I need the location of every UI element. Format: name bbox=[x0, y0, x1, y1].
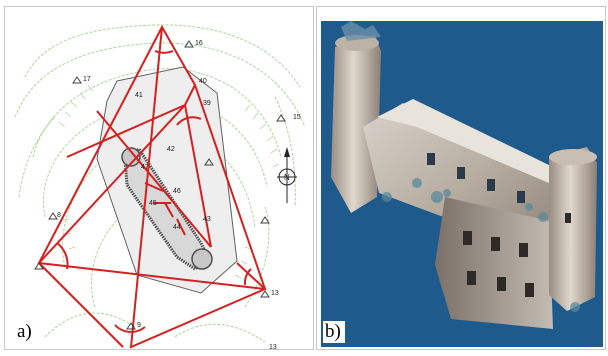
point-label-40: 40 bbox=[199, 78, 207, 85]
point-label-42: 42 bbox=[167, 146, 175, 153]
north-arrow-icon: N bbox=[277, 147, 297, 203]
angle-arcs bbox=[56, 50, 252, 333]
front-windows bbox=[463, 231, 534, 297]
survey-plan-diagram: 15 16 17 8 13 9 13 40 41 39 42 43 44 45 … bbox=[14, 24, 306, 350]
panel-b-label: b) bbox=[323, 321, 345, 343]
point-label-45: 45 bbox=[149, 200, 157, 207]
point-label-15: 15 bbox=[293, 114, 301, 121]
right-tower-top bbox=[549, 149, 597, 165]
point-label-13b: 13 bbox=[269, 344, 277, 350]
panel-a-label: a) bbox=[15, 321, 36, 343]
panel-a: 15 16 17 8 13 9 13 40 41 39 42 43 44 45 … bbox=[4, 6, 314, 350]
vegetation-points bbox=[382, 178, 580, 312]
north-label: N bbox=[284, 173, 290, 182]
point-label-39: 39 bbox=[203, 100, 211, 107]
left-tower-top bbox=[335, 35, 379, 51]
left-tower-vegetation bbox=[341, 21, 381, 41]
point-cloud-render bbox=[321, 21, 603, 347]
wall-windows bbox=[427, 153, 525, 203]
point-label-46: 46 bbox=[173, 188, 181, 195]
south-tower-plan bbox=[191, 248, 213, 270]
wall-walkway bbox=[377, 99, 553, 183]
point-label-43: 43 bbox=[203, 216, 211, 223]
point-label-44: 44 bbox=[173, 224, 181, 231]
point-label-17: 17 bbox=[83, 76, 91, 83]
point-label-9: 9 bbox=[137, 322, 141, 329]
left-tower bbox=[331, 35, 381, 213]
north-tower-plan bbox=[121, 147, 141, 167]
castle-outline bbox=[96, 66, 238, 294]
point-label-8: 8 bbox=[57, 212, 61, 219]
survey-lines bbox=[37, 24, 267, 349]
point-label-41: 41 bbox=[135, 92, 143, 99]
right-tower bbox=[549, 147, 597, 311]
point-label-13: 13 bbox=[271, 290, 279, 297]
point-label-16: 16 bbox=[195, 40, 203, 47]
front-building bbox=[435, 197, 553, 329]
hatching bbox=[58, 84, 280, 279]
panel-b: b) bbox=[316, 6, 606, 350]
point-label-47: 47 bbox=[141, 164, 149, 171]
right-tower-window bbox=[565, 213, 571, 223]
survey-point-markers bbox=[34, 40, 286, 330]
